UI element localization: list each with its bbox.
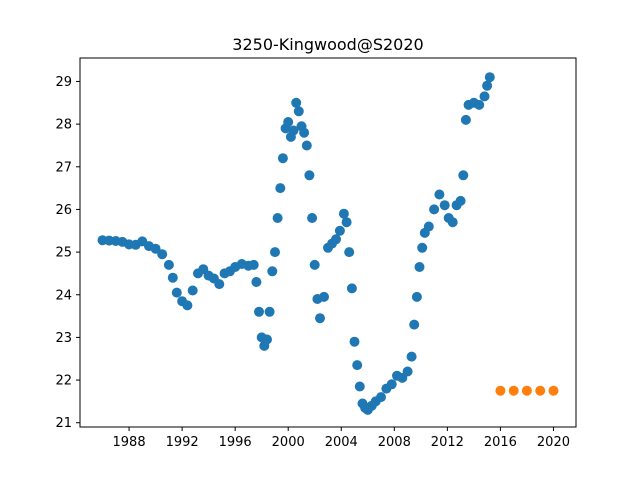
y-tick-label: 26 (55, 203, 72, 218)
series-1-point (548, 385, 559, 396)
series-0-point (484, 72, 495, 83)
series-0-point (277, 153, 288, 164)
series-0-point (406, 351, 417, 362)
series-0-point (307, 213, 318, 223)
series-0-point (264, 306, 275, 317)
series-0-point (338, 208, 349, 219)
series-0-point (262, 334, 272, 345)
series-0-point (315, 313, 325, 324)
series-0-point (349, 336, 360, 347)
series-0-point (319, 291, 329, 302)
series-0-point (251, 277, 262, 287)
series-0-point (309, 259, 320, 270)
series-0-point (411, 291, 422, 302)
series-0-point (291, 97, 302, 108)
series-0-point (163, 259, 174, 270)
series-0-point (304, 170, 315, 181)
y-axis: 21 22 23 24 25 26 27 28 29 (55, 75, 80, 431)
series-1-point (495, 385, 506, 396)
series-0-point (344, 247, 355, 258)
series-0-point (409, 319, 420, 330)
series-0-point (458, 170, 469, 181)
y-tick-label: 25 (55, 246, 72, 261)
series-0-point (352, 360, 363, 371)
series-0-point (254, 306, 264, 317)
data-points (97, 72, 559, 415)
y-tick-label: 24 (55, 288, 72, 303)
series-0-point (150, 243, 161, 254)
series-0-point (402, 366, 413, 377)
series-0-point (270, 247, 280, 258)
series-0-point (386, 379, 397, 390)
series-0-point (331, 234, 341, 245)
y-tick-label: 23 (55, 331, 72, 346)
series-0-point (275, 183, 286, 194)
series-0-point (299, 127, 310, 138)
y-tick-label: 27 (55, 160, 72, 175)
x-tick-label: 2012 (431, 435, 464, 450)
series-0-point (248, 259, 259, 270)
x-axis: 1988 1992 1996 2000 2004 2008 2012 2016 2020 (113, 427, 570, 450)
series-0-point (439, 200, 450, 211)
series-0-point (474, 99, 485, 110)
series-0-point (301, 140, 312, 151)
x-tick-label: 1992 (166, 435, 199, 450)
y-tick-label: 21 (55, 416, 72, 431)
y-tick-label: 29 (55, 75, 72, 90)
y-tick-label: 22 (55, 374, 72, 389)
series-0-point (482, 80, 493, 91)
series-0-point (434, 189, 445, 200)
series-1-point (535, 385, 546, 396)
x-tick-label: 2000 (272, 435, 305, 450)
series-0-point (341, 217, 352, 228)
series-0-point (354, 381, 365, 392)
series-0-point (460, 114, 471, 125)
series-0-point (167, 272, 178, 283)
series-0-point (272, 213, 283, 223)
x-tick-label: 2020 (537, 435, 570, 450)
series-0-point (283, 117, 294, 127)
series-0-point (334, 225, 345, 236)
series-1-point (521, 385, 532, 396)
series-0-point (346, 283, 357, 294)
series-0-point (479, 91, 490, 102)
x-tick-label: 2008 (378, 435, 411, 450)
series-0-point (293, 106, 304, 117)
series-0-point (288, 125, 299, 136)
y-tick-label: 28 (55, 118, 72, 133)
series-0-point (376, 392, 386, 403)
series-0-point (187, 285, 198, 296)
series-0-point (214, 279, 225, 290)
x-tick-label: 1996 (219, 435, 252, 450)
series-0-point (182, 300, 193, 311)
x-tick-label: 2004 (325, 435, 358, 450)
series-0-point (414, 262, 425, 272)
chart-title: 3250-Kingwood@S2020 (232, 35, 423, 54)
x-tick-label: 1988 (113, 435, 146, 450)
series-0-point (417, 242, 428, 253)
x-tick-label: 2016 (484, 435, 517, 450)
series-0-point (429, 204, 440, 215)
plot-frame (79, 57, 577, 428)
series-1-point (508, 385, 519, 396)
series-0-point (447, 217, 458, 228)
series-0-point (171, 287, 182, 298)
series-0-point (455, 195, 466, 206)
series-0-point (157, 249, 168, 260)
series-0-point (267, 266, 278, 277)
series-0-point (423, 221, 434, 232)
